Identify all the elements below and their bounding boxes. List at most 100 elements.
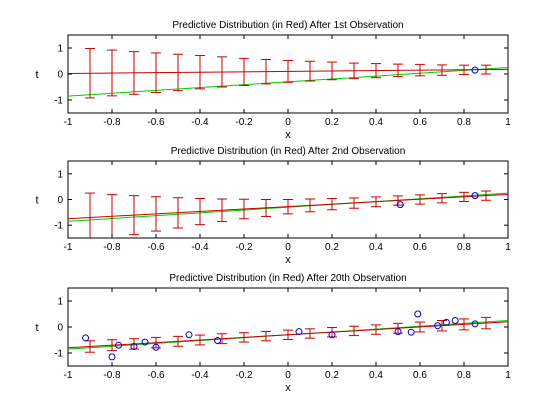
observation-point bbox=[451, 317, 459, 324]
x-tick-label: -0.6 bbox=[147, 370, 165, 381]
observation-point bbox=[141, 338, 149, 346]
error-bar bbox=[107, 49, 117, 97]
x-tick-label: -0.8 bbox=[103, 242, 121, 253]
error-bar bbox=[173, 335, 183, 347]
error-bar bbox=[261, 330, 271, 342]
y-tick-label: 1 bbox=[57, 169, 63, 180]
x-tick-label: -0.6 bbox=[147, 117, 165, 128]
error-bar bbox=[283, 59, 293, 83]
error-bar bbox=[349, 325, 359, 337]
x-tick-label: 0.8 bbox=[457, 117, 471, 128]
error-bar bbox=[217, 56, 227, 88]
x-tick-label: 0.4 bbox=[369, 117, 383, 128]
x-tick-label: -0.2 bbox=[235, 117, 253, 128]
x-tick-label: -0.8 bbox=[103, 117, 121, 128]
observation-point bbox=[407, 328, 415, 336]
x-tick-label: -0.2 bbox=[235, 370, 253, 381]
error-bar bbox=[437, 320, 447, 332]
chart-title: Predictive Distribution (in Red) After 1… bbox=[172, 20, 403, 31]
observation-point bbox=[471, 320, 479, 328]
error-bar bbox=[305, 198, 315, 213]
error-bar bbox=[481, 64, 491, 75]
x-tick-label: -0.4 bbox=[191, 117, 209, 128]
error-bar bbox=[415, 321, 425, 333]
x-tick-label: 0.2 bbox=[325, 370, 339, 381]
error-bar bbox=[415, 63, 425, 77]
error-bar bbox=[481, 316, 491, 330]
error-bar bbox=[481, 190, 491, 201]
observation-point bbox=[442, 318, 450, 326]
x-tick-label: 0.6 bbox=[413, 242, 427, 253]
x-tick-label: 0.4 bbox=[369, 370, 383, 381]
y-tick-label: 1 bbox=[57, 44, 63, 55]
observation-point bbox=[295, 328, 303, 336]
x-axis-label: x bbox=[285, 254, 291, 266]
error-bar bbox=[107, 194, 117, 238]
x-tick-label: 0.6 bbox=[413, 370, 427, 381]
observation-point bbox=[115, 341, 123, 349]
error-bar bbox=[239, 198, 249, 220]
x-axis-label: x bbox=[285, 382, 291, 394]
y-tick-label: 1 bbox=[57, 297, 63, 308]
observation-point bbox=[185, 331, 193, 339]
chart-panel-3: -1 -0.8 -0.6 -0.4 -0.2 0 0.2 0.4 0.6 0.8 1 -1 0 1 Pred… bbox=[35, 273, 511, 394]
observation-point bbox=[434, 322, 442, 330]
x-tick-label: 1 bbox=[505, 242, 511, 253]
x-tick-label: -0.6 bbox=[147, 242, 165, 253]
error-bar bbox=[107, 339, 117, 352]
error-bar bbox=[305, 60, 315, 82]
x-tick-label: -0.4 bbox=[191, 242, 209, 253]
x-tick-label: -0.4 bbox=[191, 370, 209, 381]
chart-panel-1: -1 -0.8 -0.6 -0.4 -0.2 0 0.2 0.4 0.6 0.8 1 -1 0 1 Pred… bbox=[35, 20, 511, 141]
y-tick-label: 0 bbox=[57, 323, 63, 334]
observation-point bbox=[152, 343, 160, 351]
observation-point bbox=[130, 343, 138, 350]
y-tick-label: -1 bbox=[54, 349, 63, 360]
error-bar bbox=[239, 57, 249, 86]
error-bar bbox=[129, 195, 139, 236]
error-bar bbox=[327, 61, 337, 81]
x-tick-label: -1 bbox=[64, 242, 73, 253]
error-bar bbox=[459, 318, 469, 331]
chart-title: Predictive Distribution (in Red) After 2… bbox=[169, 273, 406, 284]
y-tick-label: 0 bbox=[57, 70, 63, 81]
x-tick-label: -1 bbox=[64, 117, 73, 128]
error-bar bbox=[393, 195, 403, 206]
x-tick-label: 0.6 bbox=[413, 117, 427, 128]
error-bar bbox=[151, 196, 161, 232]
x-tick-label: -0.2 bbox=[235, 242, 253, 253]
error-bar bbox=[393, 63, 403, 78]
observation-point bbox=[328, 331, 336, 339]
observation-point bbox=[471, 192, 479, 200]
error-bar bbox=[173, 197, 183, 229]
observation-point bbox=[108, 353, 116, 361]
y-tick-label: 0 bbox=[57, 195, 63, 206]
y-axis-label: t bbox=[35, 322, 38, 334]
y-tick-label: -1 bbox=[54, 96, 63, 107]
error-bar bbox=[349, 197, 359, 209]
error-bar bbox=[371, 196, 381, 208]
error-bar bbox=[195, 55, 205, 90]
x-tick-label: 1 bbox=[505, 117, 511, 128]
error-bar bbox=[261, 58, 271, 85]
error-bar bbox=[459, 191, 469, 203]
error-bar bbox=[415, 194, 425, 205]
error-bar bbox=[85, 48, 95, 99]
error-bar bbox=[173, 53, 183, 92]
error-bar bbox=[195, 334, 205, 346]
x-tick-label: 0.2 bbox=[325, 117, 339, 128]
error-bar bbox=[459, 64, 469, 76]
x-tick-label: 0.2 bbox=[325, 242, 339, 253]
x-tick-label: 0 bbox=[285, 117, 291, 128]
x-tick-label: 0.8 bbox=[457, 242, 471, 253]
error-bar bbox=[305, 328, 315, 339]
error-bar bbox=[217, 198, 227, 223]
chart-title: Predictive Distribution (in Red) After 2… bbox=[171, 146, 406, 157]
error-bar bbox=[327, 197, 337, 211]
observation-point bbox=[396, 201, 404, 209]
error-bar bbox=[151, 52, 161, 93]
error-bar bbox=[349, 62, 359, 80]
error-bar bbox=[129, 51, 139, 95]
x-tick-label: 0.8 bbox=[457, 370, 471, 381]
